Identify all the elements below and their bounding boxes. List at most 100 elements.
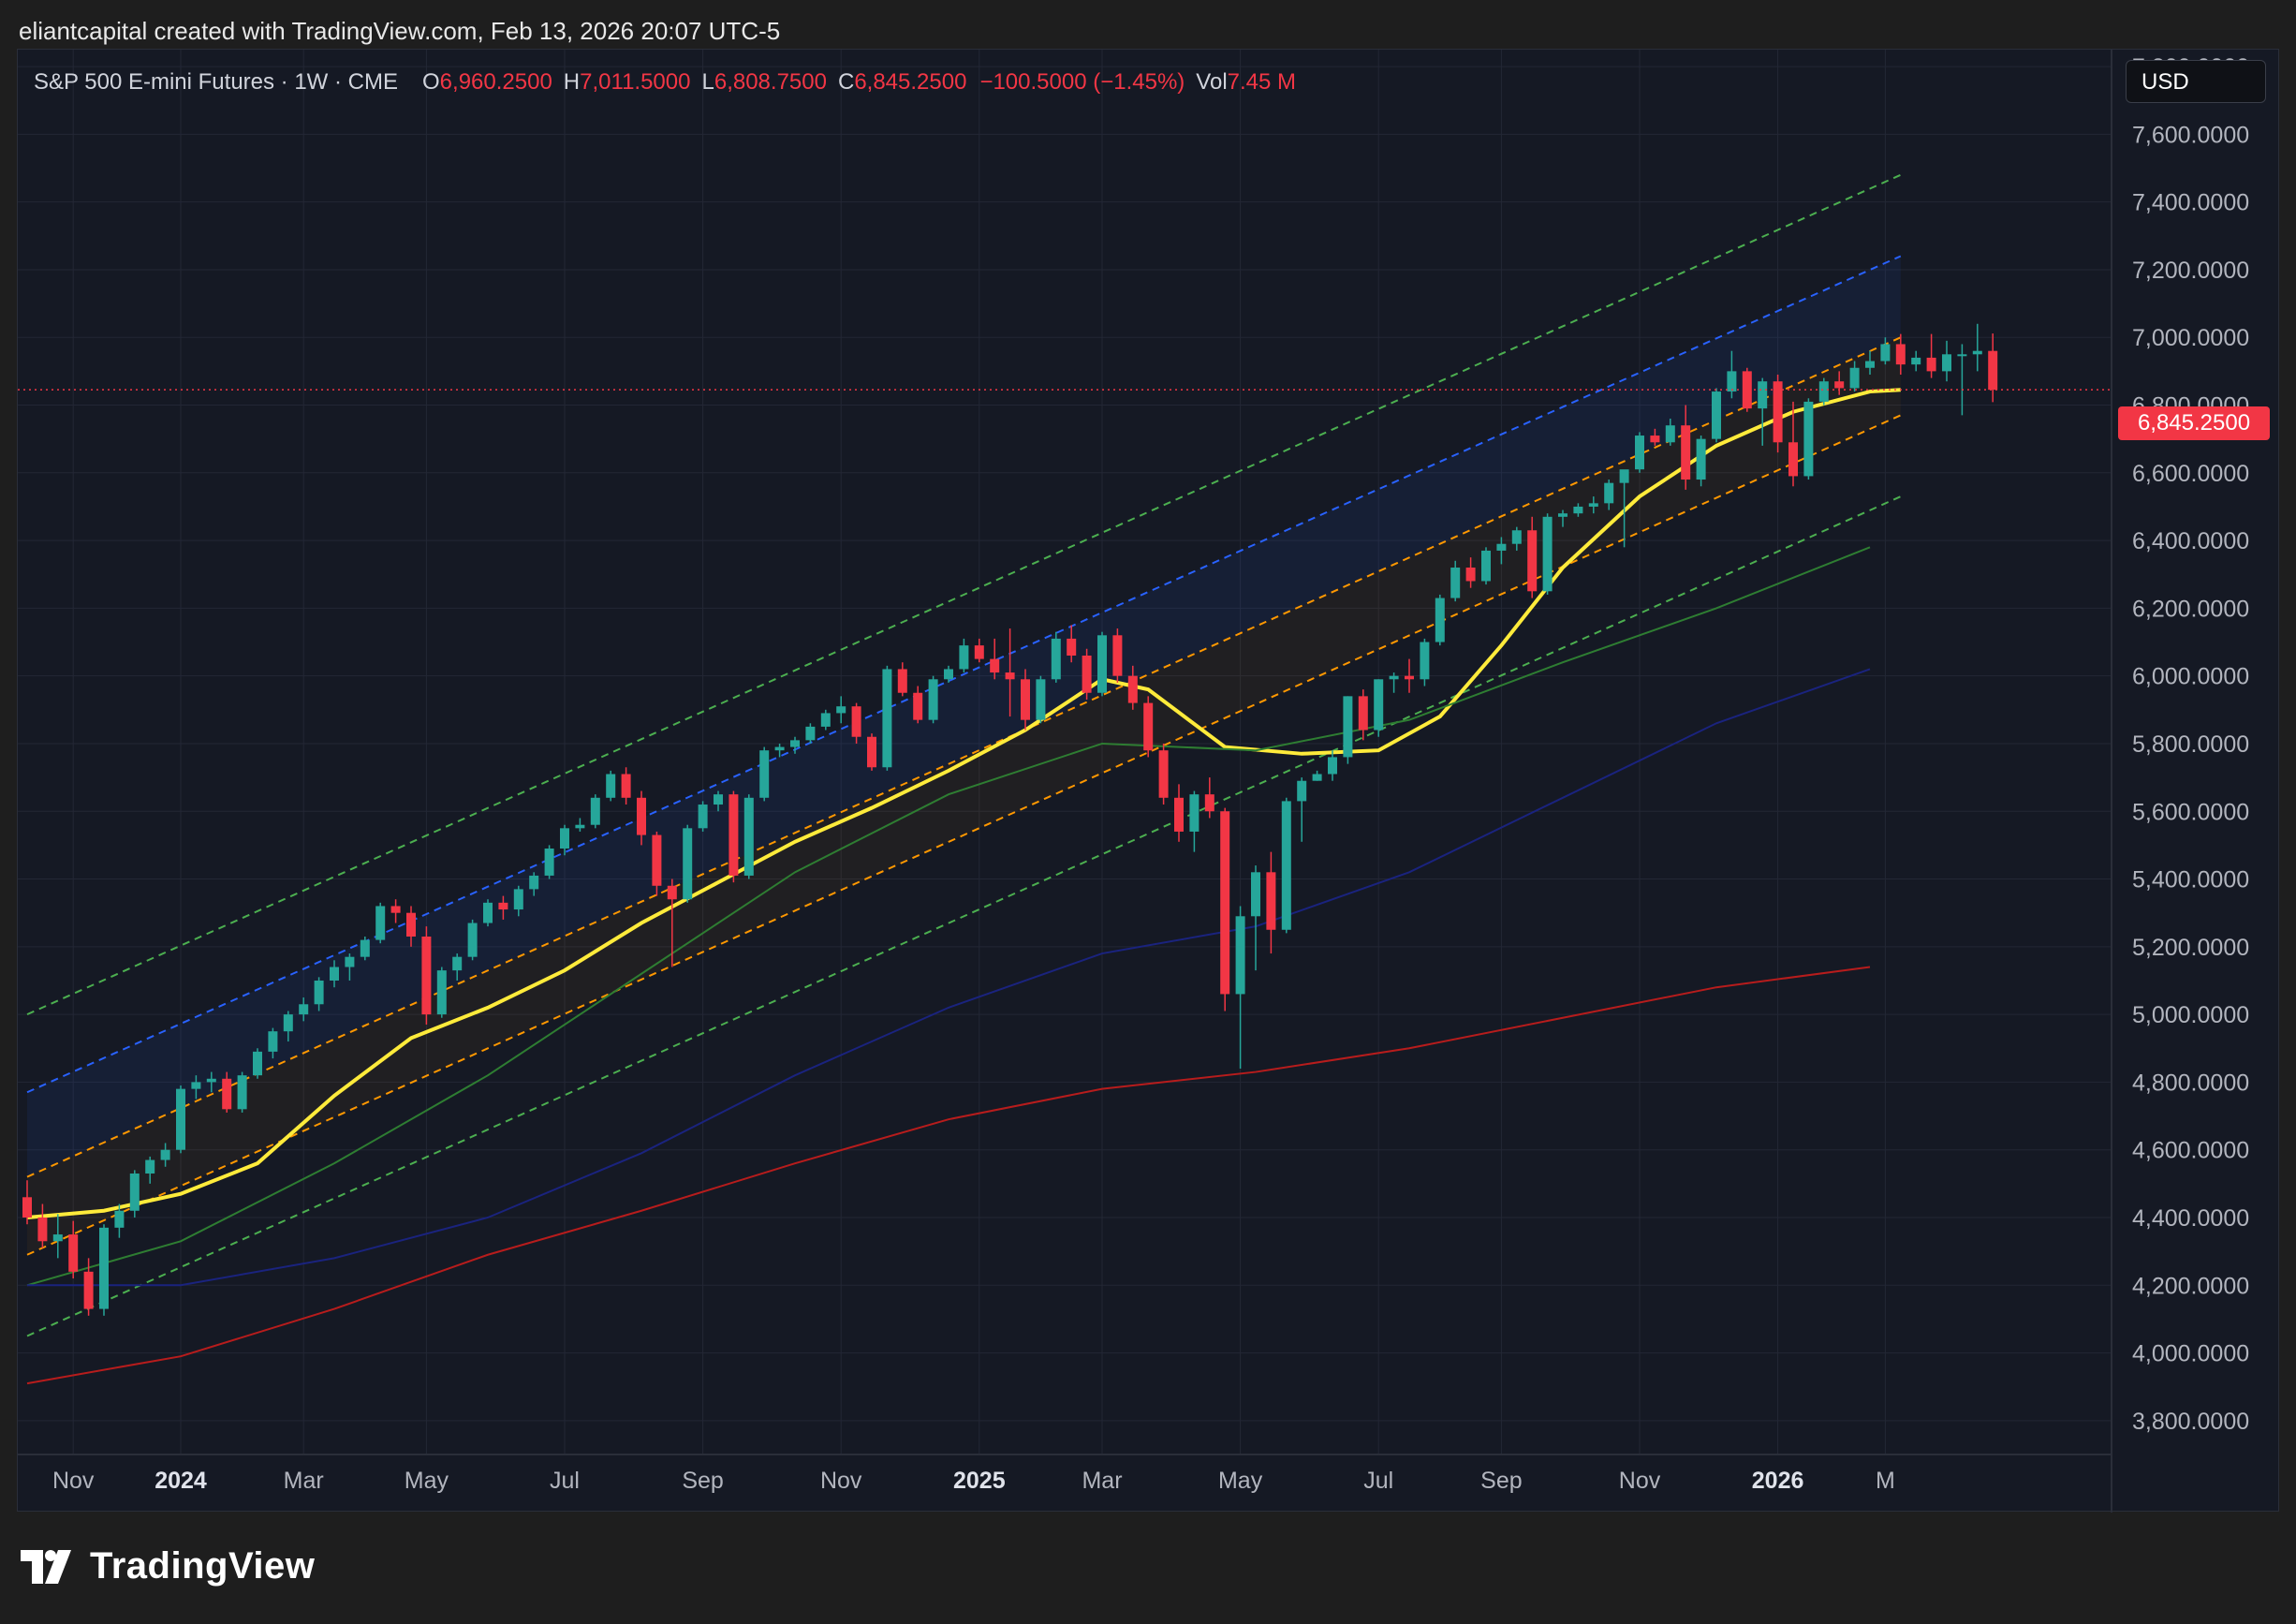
candle-body <box>1435 598 1445 642</box>
candle-body <box>867 736 876 768</box>
candle-body <box>1312 774 1322 781</box>
price-axis-label: 5,600.0000 <box>2132 799 2249 825</box>
candle-body <box>1542 516 1553 592</box>
candle-body <box>1972 350 1982 355</box>
candle-body <box>1358 696 1368 731</box>
candle-body <box>1926 357 1936 372</box>
candle-body <box>1788 442 1798 477</box>
price-axis-label: 4,600.0000 <box>2132 1138 2249 1164</box>
candle-body <box>774 746 785 751</box>
price-axis-label: 7,600.0000 <box>2132 122 2249 148</box>
candle-body <box>1758 381 1768 409</box>
candle-body <box>1604 482 1614 504</box>
open-label: O <box>422 69 440 95</box>
candle-body <box>52 1234 63 1242</box>
candle-body <box>452 956 463 971</box>
time-axis-label: Sep <box>1480 1468 1522 1494</box>
candle-body <box>160 1149 170 1160</box>
low-value: 6,808.7500 <box>714 69 827 95</box>
candle-body <box>145 1159 155 1174</box>
price-axis-label: 4,400.0000 <box>2132 1205 2249 1232</box>
price-axis-label: 6,200.0000 <box>2132 596 2249 622</box>
candle-body <box>129 1174 140 1211</box>
candle-body <box>1911 357 1921 365</box>
candle-body <box>37 1217 48 1242</box>
candle-body <box>68 1234 79 1272</box>
candle-body <box>1036 679 1046 720</box>
candle-body <box>268 1031 278 1052</box>
candle-body <box>1511 530 1522 544</box>
candle-body <box>237 1075 247 1110</box>
candle-body <box>1895 344 1906 365</box>
candle-body <box>253 1051 262 1076</box>
candle-body <box>483 902 493 923</box>
candle-body <box>759 750 770 798</box>
candle-body <box>1143 702 1154 751</box>
candle-body <box>1204 794 1214 812</box>
channel-mid-lower-line <box>26 414 1902 1256</box>
candle-body <box>299 1004 309 1015</box>
candle-body <box>1005 672 1015 680</box>
tradingview-logo[interactable]: TradingView <box>21 1545 315 1587</box>
candle-body <box>544 849 554 876</box>
candle-body <box>436 970 447 1015</box>
candle-body <box>283 1014 293 1032</box>
candle-body <box>560 828 569 849</box>
candle-body <box>1097 635 1107 693</box>
candle-body <box>790 740 800 747</box>
candle-body <box>1281 801 1291 930</box>
candle-body <box>714 794 723 805</box>
candle-body <box>606 774 616 798</box>
close-label: C <box>837 69 855 95</box>
candle-body <box>1880 344 1891 362</box>
candle-body <box>1189 794 1200 832</box>
low-label: L <box>701 69 714 95</box>
price-axis-label: 5,000.0000 <box>2132 1002 2249 1028</box>
candle-body <box>743 797 754 876</box>
candle-body <box>421 936 432 1015</box>
chart-area[interactable]: 3,800.0000 4,000.0000 4,200.0000 4,400.0000… <box>17 49 2280 1513</box>
candle-body <box>698 805 708 829</box>
price-axis-label: 4,800.0000 <box>2132 1070 2249 1096</box>
candle-body <box>913 692 923 720</box>
last-price-label: 6,845.2500 <box>2118 406 2270 440</box>
price-axis-label: 6,400.0000 <box>2132 528 2249 554</box>
volume-value: 7.45 M <box>1227 69 1297 95</box>
candle-body <box>1082 655 1092 693</box>
time-axis-label: Sep <box>682 1468 723 1494</box>
candle-body <box>1251 872 1260 917</box>
candle-body <box>390 906 401 913</box>
price-axis-label: 6,600.0000 <box>2132 461 2249 487</box>
candle-body <box>1696 438 1706 480</box>
channel-mid-fill <box>27 337 1901 1255</box>
price-chart[interactable]: 3,800.0000 4,000.0000 4,200.0000 4,400.0000… <box>18 50 2280 1513</box>
candle-body <box>1865 361 1875 368</box>
candle-body <box>467 923 478 957</box>
candle-body <box>529 875 539 890</box>
currency-button[interactable]: USD <box>2126 60 2266 103</box>
candle-body <box>1712 391 1721 439</box>
time-axis-label: Jul <box>1363 1468 1393 1494</box>
price-axis-label: 7,400.0000 <box>2132 190 2249 216</box>
price-axis-label: 7,200.0000 <box>2132 258 2249 284</box>
candle-body <box>805 726 816 741</box>
time-axis-label: May <box>405 1468 449 1494</box>
candle-body <box>406 912 416 937</box>
high-label: H <box>563 69 581 95</box>
candle-body <box>667 885 677 900</box>
candle-body <box>1803 401 1814 477</box>
candle-body <box>1988 350 1998 391</box>
candle-body <box>974 645 984 659</box>
candle-body <box>1328 757 1337 775</box>
candle-body <box>652 834 662 886</box>
candle-body <box>314 980 324 1005</box>
channel-mid-upper-line <box>26 336 1902 1178</box>
ma-line-ma200 <box>26 966 1871 1385</box>
candle-body <box>851 706 861 737</box>
symbol-title[interactable]: S&P 500 E-mini Futures · 1W · CME <box>34 69 398 95</box>
candle-body <box>1496 543 1507 551</box>
candle-body <box>222 1078 232 1110</box>
high-value: 7,011.5000 <box>580 69 691 95</box>
candle-body <box>1405 675 1414 680</box>
candle-body <box>22 1197 32 1218</box>
